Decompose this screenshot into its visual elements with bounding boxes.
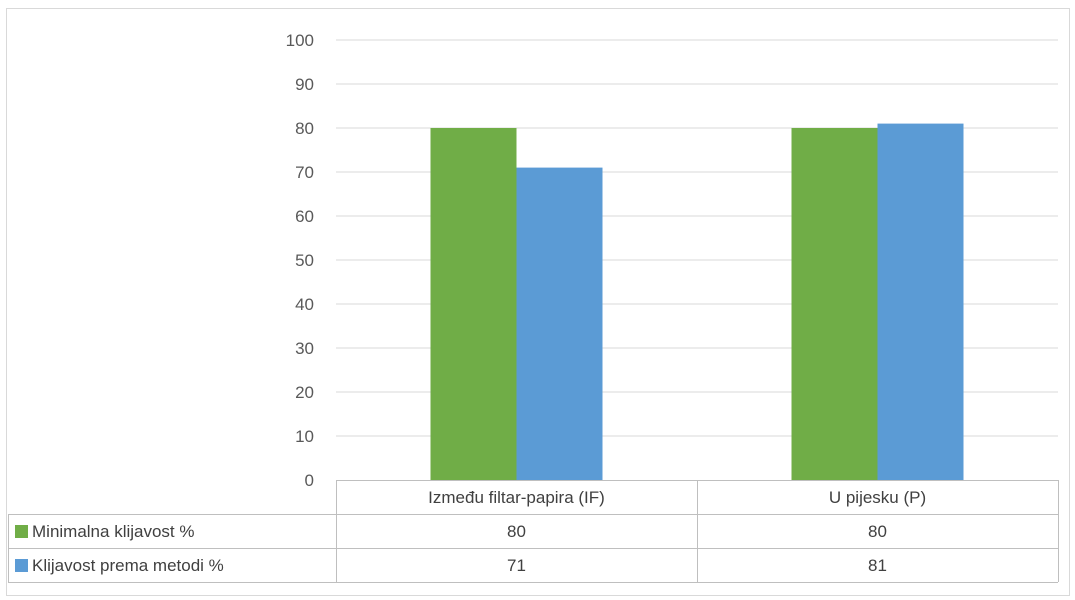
y-tick-label: 60: [295, 207, 314, 226]
category-label: U pijesku (P): [829, 488, 926, 507]
y-tick-label: 80: [295, 119, 314, 138]
series-name: Minimalna klijavost %: [32, 522, 195, 541]
y-tick-label: 90: [295, 75, 314, 94]
y-tick-label: 70: [295, 163, 314, 182]
legend-swatch: [15, 559, 28, 572]
data-value: 80: [868, 522, 887, 541]
y-tick-label: 0: [305, 471, 314, 490]
bar: [430, 128, 517, 480]
y-tick-label: 40: [295, 295, 314, 314]
y-tick-label: 50: [295, 251, 314, 270]
bar: [877, 123, 964, 480]
y-tick-label: 10: [295, 427, 314, 446]
bars: [430, 123, 964, 480]
y-tick-label: 100: [286, 31, 314, 50]
y-tick-label: 20: [295, 383, 314, 402]
y-tick-label: 30: [295, 339, 314, 358]
legend-swatch: [15, 525, 28, 538]
series-name: Klijavost prema metodi %: [32, 556, 224, 575]
bar: [516, 167, 603, 480]
bar: [791, 128, 878, 480]
data-value: 80: [507, 522, 526, 541]
data-value: 81: [868, 556, 887, 575]
y-axis-ticks: 0 10 20 30 40 50 60 70 80 90 100: [286, 31, 314, 490]
category-label: Između filtar-papira (IF): [428, 488, 605, 507]
data-table: Između filtar-papira (IF) U pijesku (P) Mi…: [8, 480, 1059, 583]
chart-frame: [6, 8, 1070, 596]
data-value: 71: [507, 556, 526, 575]
